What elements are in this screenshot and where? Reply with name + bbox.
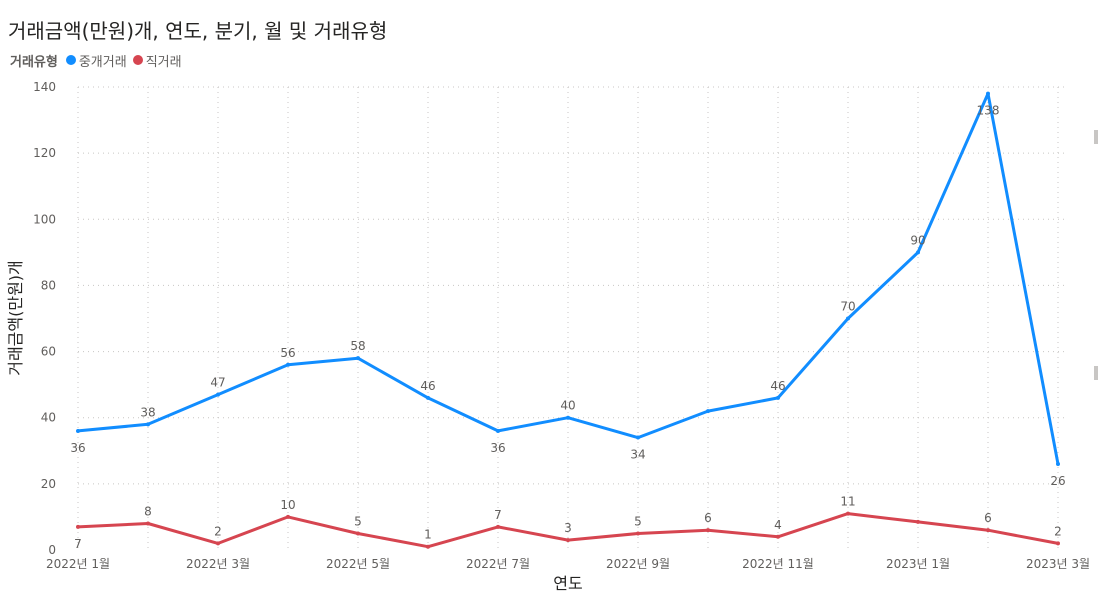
data-point[interactable]: [636, 435, 640, 440]
data-label: 90: [910, 233, 925, 247]
data-point[interactable]: [916, 519, 920, 524]
data-point[interactable]: [776, 534, 780, 539]
data-point[interactable]: [566, 415, 570, 420]
y-tick-label: 120: [33, 146, 56, 160]
x-axis-title: 연도: [553, 574, 582, 593]
y-tick-label: 100: [33, 212, 56, 226]
data-point[interactable]: [846, 316, 850, 321]
y-axis-title: 거래금액(만원)개: [6, 260, 25, 376]
y-tick-label: 140: [33, 80, 56, 94]
data-point[interactable]: [146, 521, 150, 526]
data-label: 6: [984, 511, 992, 525]
data-point[interactable]: [216, 392, 220, 397]
y-tick-label: 0: [48, 543, 56, 557]
data-label: 8: [144, 505, 152, 519]
series-lines: [76, 91, 1060, 549]
y-tick-label: 60: [41, 345, 56, 359]
x-axis-ticks: 2022년 1월 2022년 3월 2022년 5월 2022년 7월 2022년 9월…: [46, 557, 1090, 571]
data-point[interactable]: [426, 395, 430, 400]
data-label: 3: [564, 521, 572, 535]
x-tick-label: 2022년 3월: [186, 557, 250, 571]
data-point[interactable]: [916, 250, 920, 255]
data-label: 6: [704, 511, 712, 525]
data-point[interactable]: [986, 91, 990, 96]
y-tick-label: 40: [41, 411, 56, 425]
data-label: 2: [214, 524, 222, 538]
data-point[interactable]: [286, 362, 290, 367]
data-label: 10: [280, 498, 295, 512]
data-point[interactable]: [1056, 541, 1060, 546]
legend: 거래유형 중개거래 직거래: [10, 50, 188, 70]
data-label: 47: [210, 376, 225, 390]
data-point[interactable]: [1056, 462, 1060, 467]
data-point[interactable]: [356, 531, 360, 536]
data-label: 46: [420, 379, 435, 393]
data-label: 26: [1050, 474, 1065, 488]
data-label: 40: [560, 399, 575, 413]
scroll-marker: [1094, 130, 1098, 144]
data-point[interactable]: [146, 422, 150, 427]
data-point[interactable]: [426, 544, 430, 549]
data-point[interactable]: [76, 524, 80, 529]
chart-title: 거래금액(만원)개, 연도, 분기, 월 및 거래유형: [8, 19, 388, 43]
legend-item-series-1[interactable]: 직거래: [132, 51, 182, 70]
data-label: 58: [350, 339, 365, 353]
x-tick-label: 2022년 9월: [606, 557, 670, 571]
data-label: 70: [840, 300, 855, 314]
data-point[interactable]: [356, 356, 360, 361]
data-label: 36: [490, 441, 505, 455]
data-label: 36: [70, 441, 85, 455]
data-point[interactable]: [496, 428, 500, 433]
data-label: 4: [774, 518, 782, 532]
data-label: 5: [354, 514, 362, 528]
data-point[interactable]: [216, 541, 220, 546]
legend-item-series-0[interactable]: 중개거래: [65, 51, 127, 70]
data-label: 46: [770, 379, 785, 393]
data-label: 1: [424, 528, 432, 542]
data-point[interactable]: [566, 538, 570, 543]
data-label: 34: [630, 448, 645, 462]
x-tick-label: 2022년 7월: [466, 557, 530, 571]
data-point[interactable]: [496, 524, 500, 529]
data-point[interactable]: [286, 514, 290, 519]
data-point[interactable]: [986, 528, 990, 533]
data-label: 138: [977, 104, 1000, 118]
data-point[interactable]: [776, 395, 780, 400]
data-label: 5: [634, 514, 642, 528]
x-tick-label: 2023년 1월: [886, 557, 950, 571]
x-tick-label: 2023년 3월: [1026, 557, 1090, 571]
data-label: 11: [840, 495, 855, 509]
x-tick-label: 2022년 11월: [742, 557, 814, 571]
y-tick-label: 20: [41, 477, 56, 491]
legend-title: 거래유형: [10, 54, 58, 70]
x-tick-label: 2022년 1월: [46, 557, 110, 571]
data-label: 7: [494, 508, 502, 522]
x-tick-label: 2022년 5월: [326, 557, 390, 571]
scroll-marker: [1094, 366, 1098, 380]
data-point[interactable]: [706, 409, 710, 414]
legend-label: 중개거래: [78, 54, 127, 70]
data-point[interactable]: [76, 428, 80, 433]
data-point[interactable]: [636, 531, 640, 536]
legend-label: 직거래: [145, 54, 182, 70]
gridlines: [77, 86, 1064, 550]
data-label: 7: [74, 537, 82, 551]
data-label: 2: [1054, 524, 1062, 538]
data-point[interactable]: [846, 511, 850, 516]
data-label: 56: [280, 346, 295, 360]
legend-dot-icon: [65, 55, 76, 65]
y-axis-ticks: 0 20 40 60 80 100 120 140: [33, 80, 56, 557]
data-label: 38: [140, 405, 155, 419]
data-point[interactable]: [706, 528, 710, 533]
y-tick-label: 80: [41, 278, 56, 292]
legend-dot-icon: [132, 55, 143, 65]
